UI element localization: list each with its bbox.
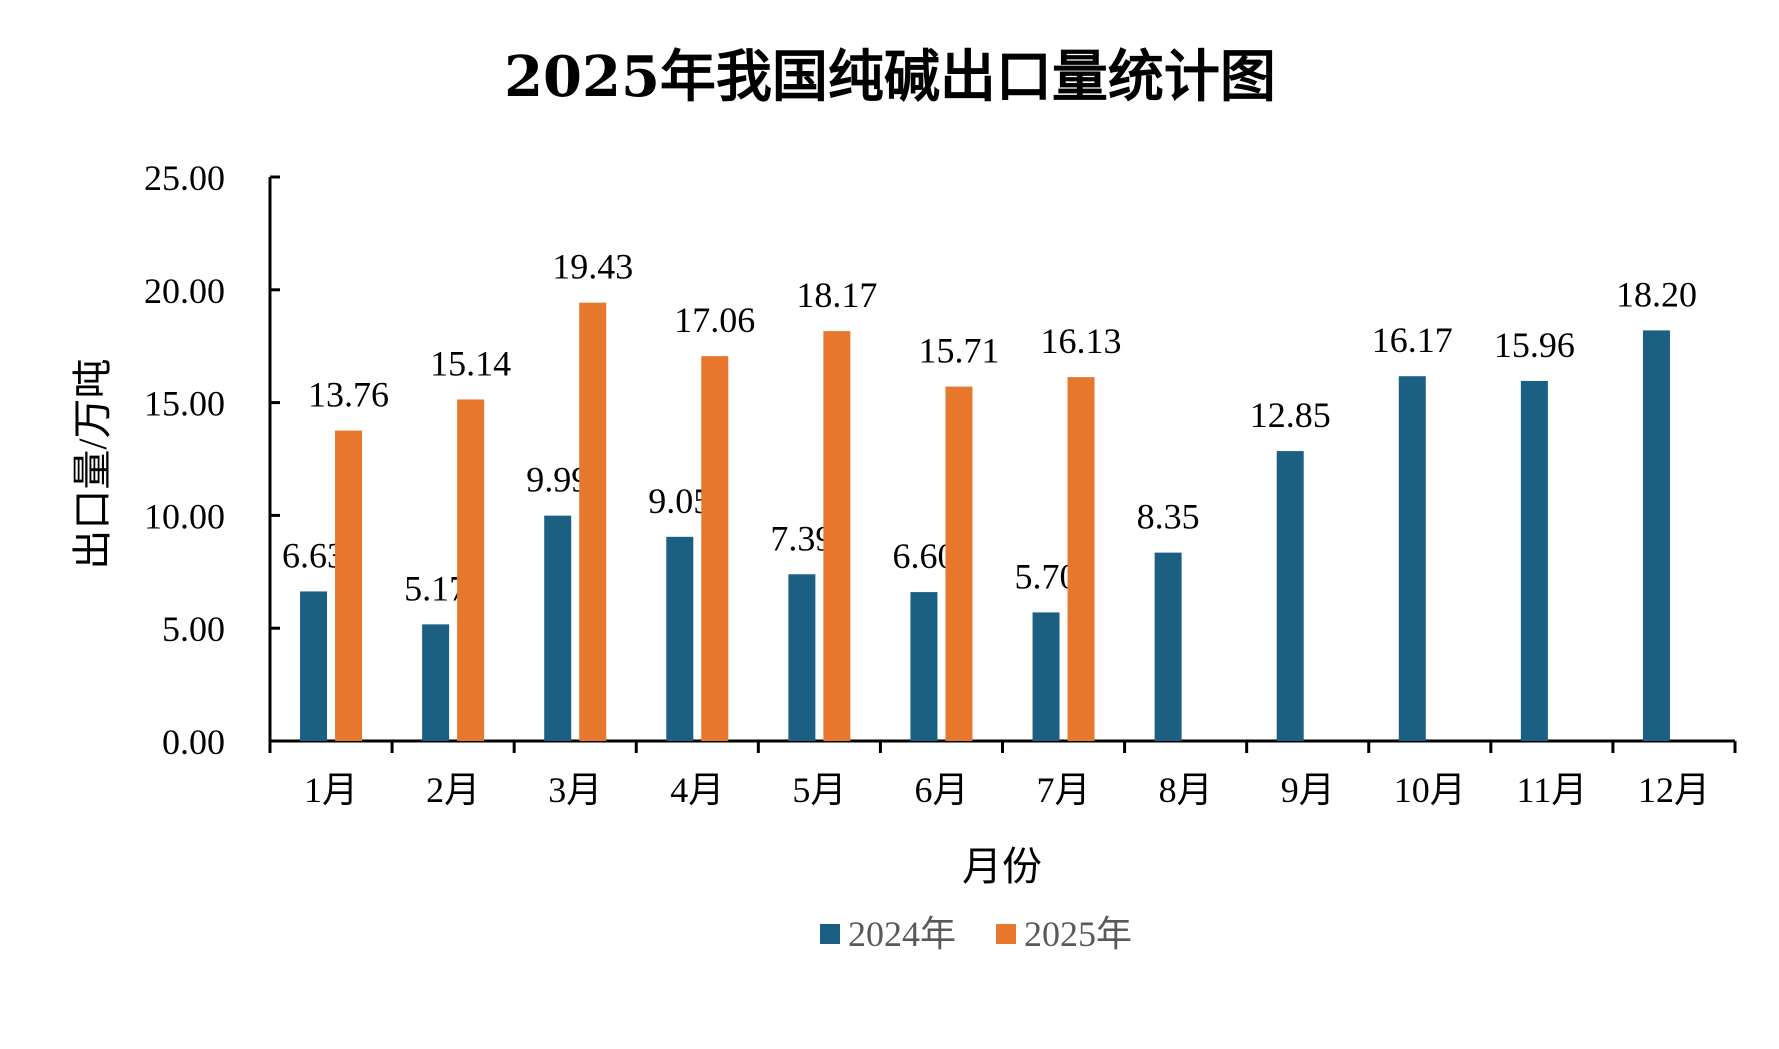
bar-2025 xyxy=(823,331,851,741)
data-label: 5.17 xyxy=(404,568,467,608)
legend-swatch xyxy=(820,924,840,944)
data-label: 18.20 xyxy=(1616,274,1697,314)
bar-2024 xyxy=(422,624,450,741)
x-tick-label: 8月 xyxy=(1159,770,1213,810)
bar-2025 xyxy=(1067,377,1095,741)
plot-area: 0.00 5.00 10.00 15.00 20.00 25.00 1月 2月 3月 4月 5月 6月… xyxy=(144,158,1737,810)
bar-2024 xyxy=(666,536,694,741)
y-tick-label: 10.00 xyxy=(144,496,225,536)
x-tick-label: 1月 xyxy=(304,770,358,810)
data-label: 6.60 xyxy=(892,536,955,576)
data-label: 9.99 xyxy=(526,460,589,500)
data-label: 16.17 xyxy=(1372,320,1453,360)
data-label: 15.96 xyxy=(1494,325,1575,365)
x-tick-label: 6月 xyxy=(914,770,968,810)
bar-2024 xyxy=(1642,330,1670,741)
bar-2024 xyxy=(1520,380,1548,741)
x-tick-label: 10月 xyxy=(1394,770,1466,810)
data-label: 7.39 xyxy=(770,518,833,558)
x-tick-label: 5月 xyxy=(792,770,846,810)
data-label: 12.85 xyxy=(1250,395,1331,435)
x-tick-label: 7月 xyxy=(1037,770,1091,810)
y-tick-label: 25.00 xyxy=(144,158,225,198)
bar-2024 xyxy=(1276,451,1304,741)
data-label: 15.71 xyxy=(918,331,999,371)
bar-2025 xyxy=(579,302,607,741)
bar-2024 xyxy=(544,515,572,741)
x-axis-label: 月份 xyxy=(962,844,1042,889)
data-label: 18.17 xyxy=(796,275,877,315)
bar-2024 xyxy=(300,591,328,741)
y-axis-label: 出口量/万吨 xyxy=(70,358,115,569)
data-label: 9.05 xyxy=(648,481,711,521)
data-label: 19.43 xyxy=(552,247,633,287)
x-tick-label: 9月 xyxy=(1281,770,1335,810)
bar-2025 xyxy=(945,386,973,741)
data-label: 16.13 xyxy=(1041,321,1122,361)
x-tick-label: 12月 xyxy=(1638,770,1710,810)
data-label: 13.76 xyxy=(308,375,389,415)
bar-2025 xyxy=(701,356,729,741)
bar-2024 xyxy=(1398,376,1426,741)
bar-2024 xyxy=(1032,612,1060,741)
data-label: 8.35 xyxy=(1137,497,1200,537)
x-tick-label: 4月 xyxy=(670,770,724,810)
legend-swatch xyxy=(996,924,1016,944)
x-tick-label: 2月 xyxy=(426,770,480,810)
legend-label: 2024年 xyxy=(848,914,956,954)
y-tick-label: 20.00 xyxy=(144,271,225,311)
data-label: 5.70 xyxy=(1015,556,1078,596)
legend: 2024年 2025年 xyxy=(820,914,1132,954)
legend-label: 2025年 xyxy=(1024,914,1132,954)
bar-2024 xyxy=(910,592,938,741)
y-tick-label: 0.00 xyxy=(162,722,225,762)
chart-title: 2025年我国纯碱出口量统计图 xyxy=(504,44,1276,110)
data-label: 17.06 xyxy=(674,300,755,340)
y-tick-label: 5.00 xyxy=(162,609,225,649)
x-tick-label: 11月 xyxy=(1517,770,1588,810)
bar-2024 xyxy=(788,574,816,741)
bar-2025 xyxy=(335,430,363,741)
bar-2025 xyxy=(457,399,485,741)
y-tick-label: 15.00 xyxy=(144,384,225,424)
x-tick-label: 3月 xyxy=(548,770,602,810)
data-label: 15.14 xyxy=(430,343,511,383)
bar-2024 xyxy=(1154,552,1182,741)
data-label: 6.63 xyxy=(282,535,345,575)
